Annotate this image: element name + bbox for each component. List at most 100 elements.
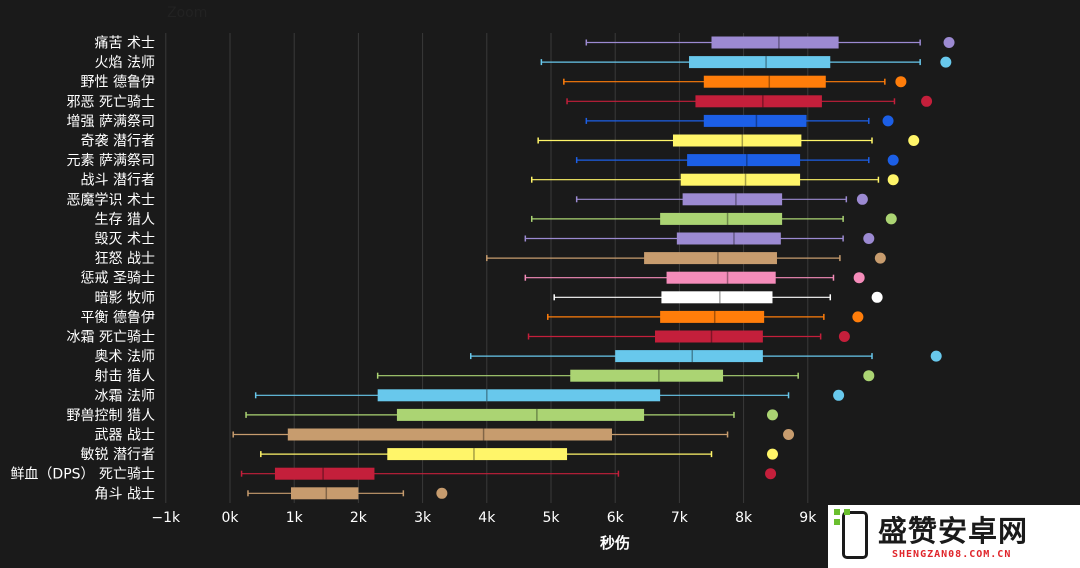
box-group[interactable] [240, 467, 777, 480]
category-label: 元素 萨满祭司 [67, 153, 155, 169]
iqr-box[interactable] [661, 291, 773, 304]
outlier-point[interactable] [856, 193, 868, 205]
category-label: 战斗 潜行者 [81, 173, 155, 189]
outlier-point[interactable] [765, 468, 777, 480]
outlier-point[interactable] [874, 252, 886, 264]
outlier-point[interactable] [940, 56, 952, 68]
box-group[interactable] [585, 114, 894, 127]
iqr-box[interactable] [377, 389, 661, 402]
iqr-box[interactable] [711, 36, 839, 49]
iqr-box[interactable] [287, 428, 612, 441]
iqr-box[interactable] [703, 75, 826, 88]
outlier-point[interactable] [766, 409, 778, 421]
x-tick-label: 5k [542, 510, 560, 526]
x-tick-label: 9k [799, 510, 817, 526]
category-label: 奥术 法师 [95, 348, 155, 365]
outlier-point[interactable] [943, 37, 955, 48]
iqr-box[interactable] [687, 154, 801, 167]
iqr-box[interactable] [570, 369, 724, 382]
x-tick-label: 1k [286, 510, 304, 526]
iqr-box[interactable] [682, 193, 783, 206]
outlier-point[interactable] [863, 233, 875, 244]
box-group[interactable] [530, 173, 899, 186]
box-group[interactable] [530, 212, 897, 225]
box-group[interactable] [547, 310, 864, 323]
outlier-point[interactable] [852, 311, 864, 323]
category-label: 邪恶 死亡骑士 [67, 94, 155, 110]
category-label: 恶魔学识 术士 [67, 192, 155, 208]
iqr-box[interactable] [396, 408, 645, 421]
outlier-point[interactable] [895, 76, 907, 88]
iqr-box[interactable] [290, 487, 359, 500]
box-group[interactable] [575, 154, 899, 167]
outlier-point[interactable] [908, 135, 920, 146]
box-group[interactable] [566, 95, 933, 108]
x-tick-label: 7k [671, 510, 689, 526]
iqr-box[interactable] [672, 134, 802, 147]
box-group[interactable] [376, 369, 875, 382]
outlier-point[interactable] [887, 174, 899, 186]
iqr-box[interactable] [695, 95, 822, 108]
box-group[interactable] [585, 36, 955, 49]
outlier-point[interactable] [882, 115, 894, 127]
iqr-box[interactable] [666, 271, 776, 284]
outlier-point[interactable] [436, 487, 448, 499]
box-group[interactable] [527, 330, 850, 343]
box-group[interactable] [470, 350, 942, 363]
iqr-box[interactable] [676, 232, 781, 245]
outlier-point[interactable] [885, 213, 897, 225]
box-group[interactable] [260, 448, 778, 461]
iqr-box[interactable] [660, 310, 765, 323]
iqr-box[interactable] [660, 212, 783, 225]
iqr-box[interactable] [387, 448, 568, 461]
x-tick-label: −1k [151, 510, 181, 526]
box-group[interactable] [524, 271, 865, 284]
zoom-label[interactable]: Zoom [167, 5, 208, 21]
box-group[interactable] [563, 75, 907, 88]
outlier-point[interactable] [921, 95, 933, 107]
box-group[interactable] [232, 428, 795, 441]
outlier-point[interactable] [863, 370, 875, 382]
iqr-box[interactable] [680, 173, 801, 186]
outlier-point[interactable] [838, 331, 850, 342]
box-group[interactable] [540, 56, 952, 69]
outlier-point[interactable] [887, 154, 899, 166]
logo-dot [834, 509, 840, 515]
box-group[interactable] [524, 232, 875, 245]
category-label: 角斗 战士 [95, 486, 155, 502]
category-label: 冰霜 法师 [95, 388, 155, 404]
box-group[interactable] [245, 408, 778, 421]
category-label: 狂怒 战士 [95, 251, 155, 267]
outlier-point[interactable] [783, 429, 795, 440]
watermark-title: 盛赞安卓网 [878, 514, 1029, 548]
iqr-box[interactable] [655, 330, 763, 343]
outlier-point[interactable] [930, 350, 942, 362]
category-label: 敏锐 潜行者 [81, 447, 155, 463]
outlier-point[interactable] [833, 389, 845, 401]
logo-dot [834, 519, 840, 525]
box-group[interactable] [254, 389, 845, 402]
logo-dot [844, 509, 850, 515]
outlier-point[interactable] [853, 272, 865, 284]
box-group[interactable] [486, 252, 886, 265]
box-group[interactable] [537, 134, 920, 147]
outlier-point[interactable] [766, 448, 778, 460]
category-label: 火焰 法师 [95, 55, 155, 71]
box-group[interactable] [553, 291, 883, 304]
watermark-logo: 盛赞安卓网 SHENGZAN08.COM.CN [828, 505, 1080, 568]
iqr-box[interactable] [703, 114, 807, 127]
box-group[interactable] [575, 193, 868, 206]
category-label: 平衡 德鲁伊 [81, 310, 155, 326]
box-group[interactable] [247, 487, 448, 500]
box-series [232, 36, 955, 500]
iqr-box[interactable] [644, 252, 777, 265]
iqr-box[interactable] [274, 467, 375, 480]
iqr-box[interactable] [689, 56, 831, 69]
x-axis: −1k 0k 1k 2k 3k 4k 5k 6k 7k 8k 9k [151, 510, 817, 526]
category-label: 冰霜 死亡骑士 [67, 330, 155, 346]
category-label: 生存 猎人 [95, 212, 155, 228]
iqr-box[interactable] [615, 350, 763, 363]
outlier-point[interactable] [871, 291, 883, 303]
